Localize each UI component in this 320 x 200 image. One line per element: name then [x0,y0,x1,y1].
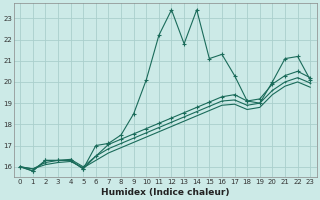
X-axis label: Humidex (Indice chaleur): Humidex (Indice chaleur) [101,188,229,197]
